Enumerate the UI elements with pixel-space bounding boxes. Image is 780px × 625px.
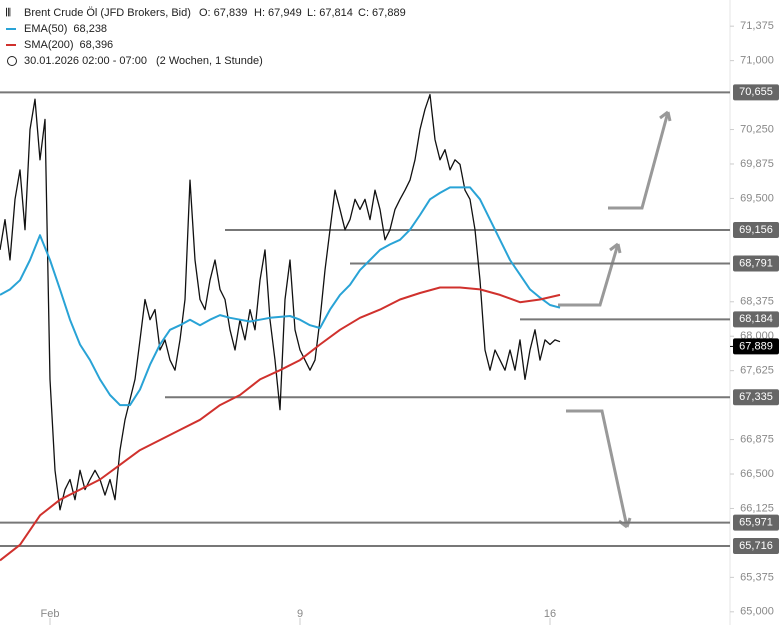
icon: 𝄃𝄃 <box>6 7 11 19</box>
x-tick-label: 9 <box>297 608 303 620</box>
period: (2 Wochen, 1 Stunde) <box>156 55 263 67</box>
arrow <box>566 409 629 528</box>
header-bg <box>0 0 300 70</box>
title: Brent Crude Öl (JFD Brokers, Bid) <box>24 7 191 19</box>
level-tag <box>733 311 779 328</box>
level-label: 69,156 <box>739 224 773 236</box>
y-tick-label: 69,500 <box>740 192 774 204</box>
y-tick-label: 65,375 <box>740 571 774 583</box>
level-tag <box>733 514 779 531</box>
y-tick-label: 71,375 <box>740 20 774 32</box>
legend-name: SMA(200) <box>24 39 74 51</box>
open: O: 67,839 <box>199 7 247 19</box>
low: L: 67,814 <box>307 7 353 19</box>
level-tag <box>733 389 779 406</box>
level-label: 70,655 <box>739 86 773 98</box>
y-tick-label: 66,125 <box>740 502 774 514</box>
y-tick-label: 67,625 <box>740 365 774 377</box>
level-tag <box>733 538 779 555</box>
y-tick-label: 68,375 <box>740 296 774 308</box>
y-tick-label: 66,875 <box>740 433 774 445</box>
arrow-head <box>659 110 672 122</box>
range: 30.01.2026 02:00 - 07:00 <box>24 55 147 67</box>
legend-value: 68,238 <box>73 23 107 35</box>
ma-line <box>0 186 561 407</box>
level-tag <box>733 222 779 239</box>
high: H: 67,949 <box>254 7 302 19</box>
y-tick-label: 65,000 <box>740 606 774 618</box>
header: 𝄃𝄃 Brent Crude Öl (JFD Brokers, Bid) O: … <box>0 0 406 70</box>
y-tick-label: 71,000 <box>740 55 774 67</box>
arrow <box>608 111 670 210</box>
x-tick-label: 16 <box>544 608 556 620</box>
legend-name: EMA(50) <box>24 23 67 35</box>
arrow-head <box>609 242 622 254</box>
level-label: 68,184 <box>739 313 773 325</box>
level-label: 68,791 <box>739 257 773 269</box>
y-tick-label: 70,250 <box>740 123 774 135</box>
clock-icon <box>7 56 17 66</box>
x-tick-label: Feb <box>41 608 60 620</box>
y-tick-label: 69,875 <box>740 158 774 170</box>
price-line <box>0 93 561 511</box>
plot <box>0 91 730 562</box>
level-label: 67,335 <box>739 391 773 403</box>
y-tick-label: 66,500 <box>740 468 774 480</box>
ma-line <box>0 286 561 562</box>
legend-value: 68,396 <box>80 39 114 51</box>
level-label: 65,971 <box>739 517 773 529</box>
level-label: 65,716 <box>739 540 773 552</box>
last-price-tag <box>733 338 779 355</box>
level-tag <box>733 255 779 272</box>
close: C: 67,889 <box>358 7 406 19</box>
level-tag <box>733 84 779 101</box>
last-price-label: 67,889 <box>739 340 773 352</box>
